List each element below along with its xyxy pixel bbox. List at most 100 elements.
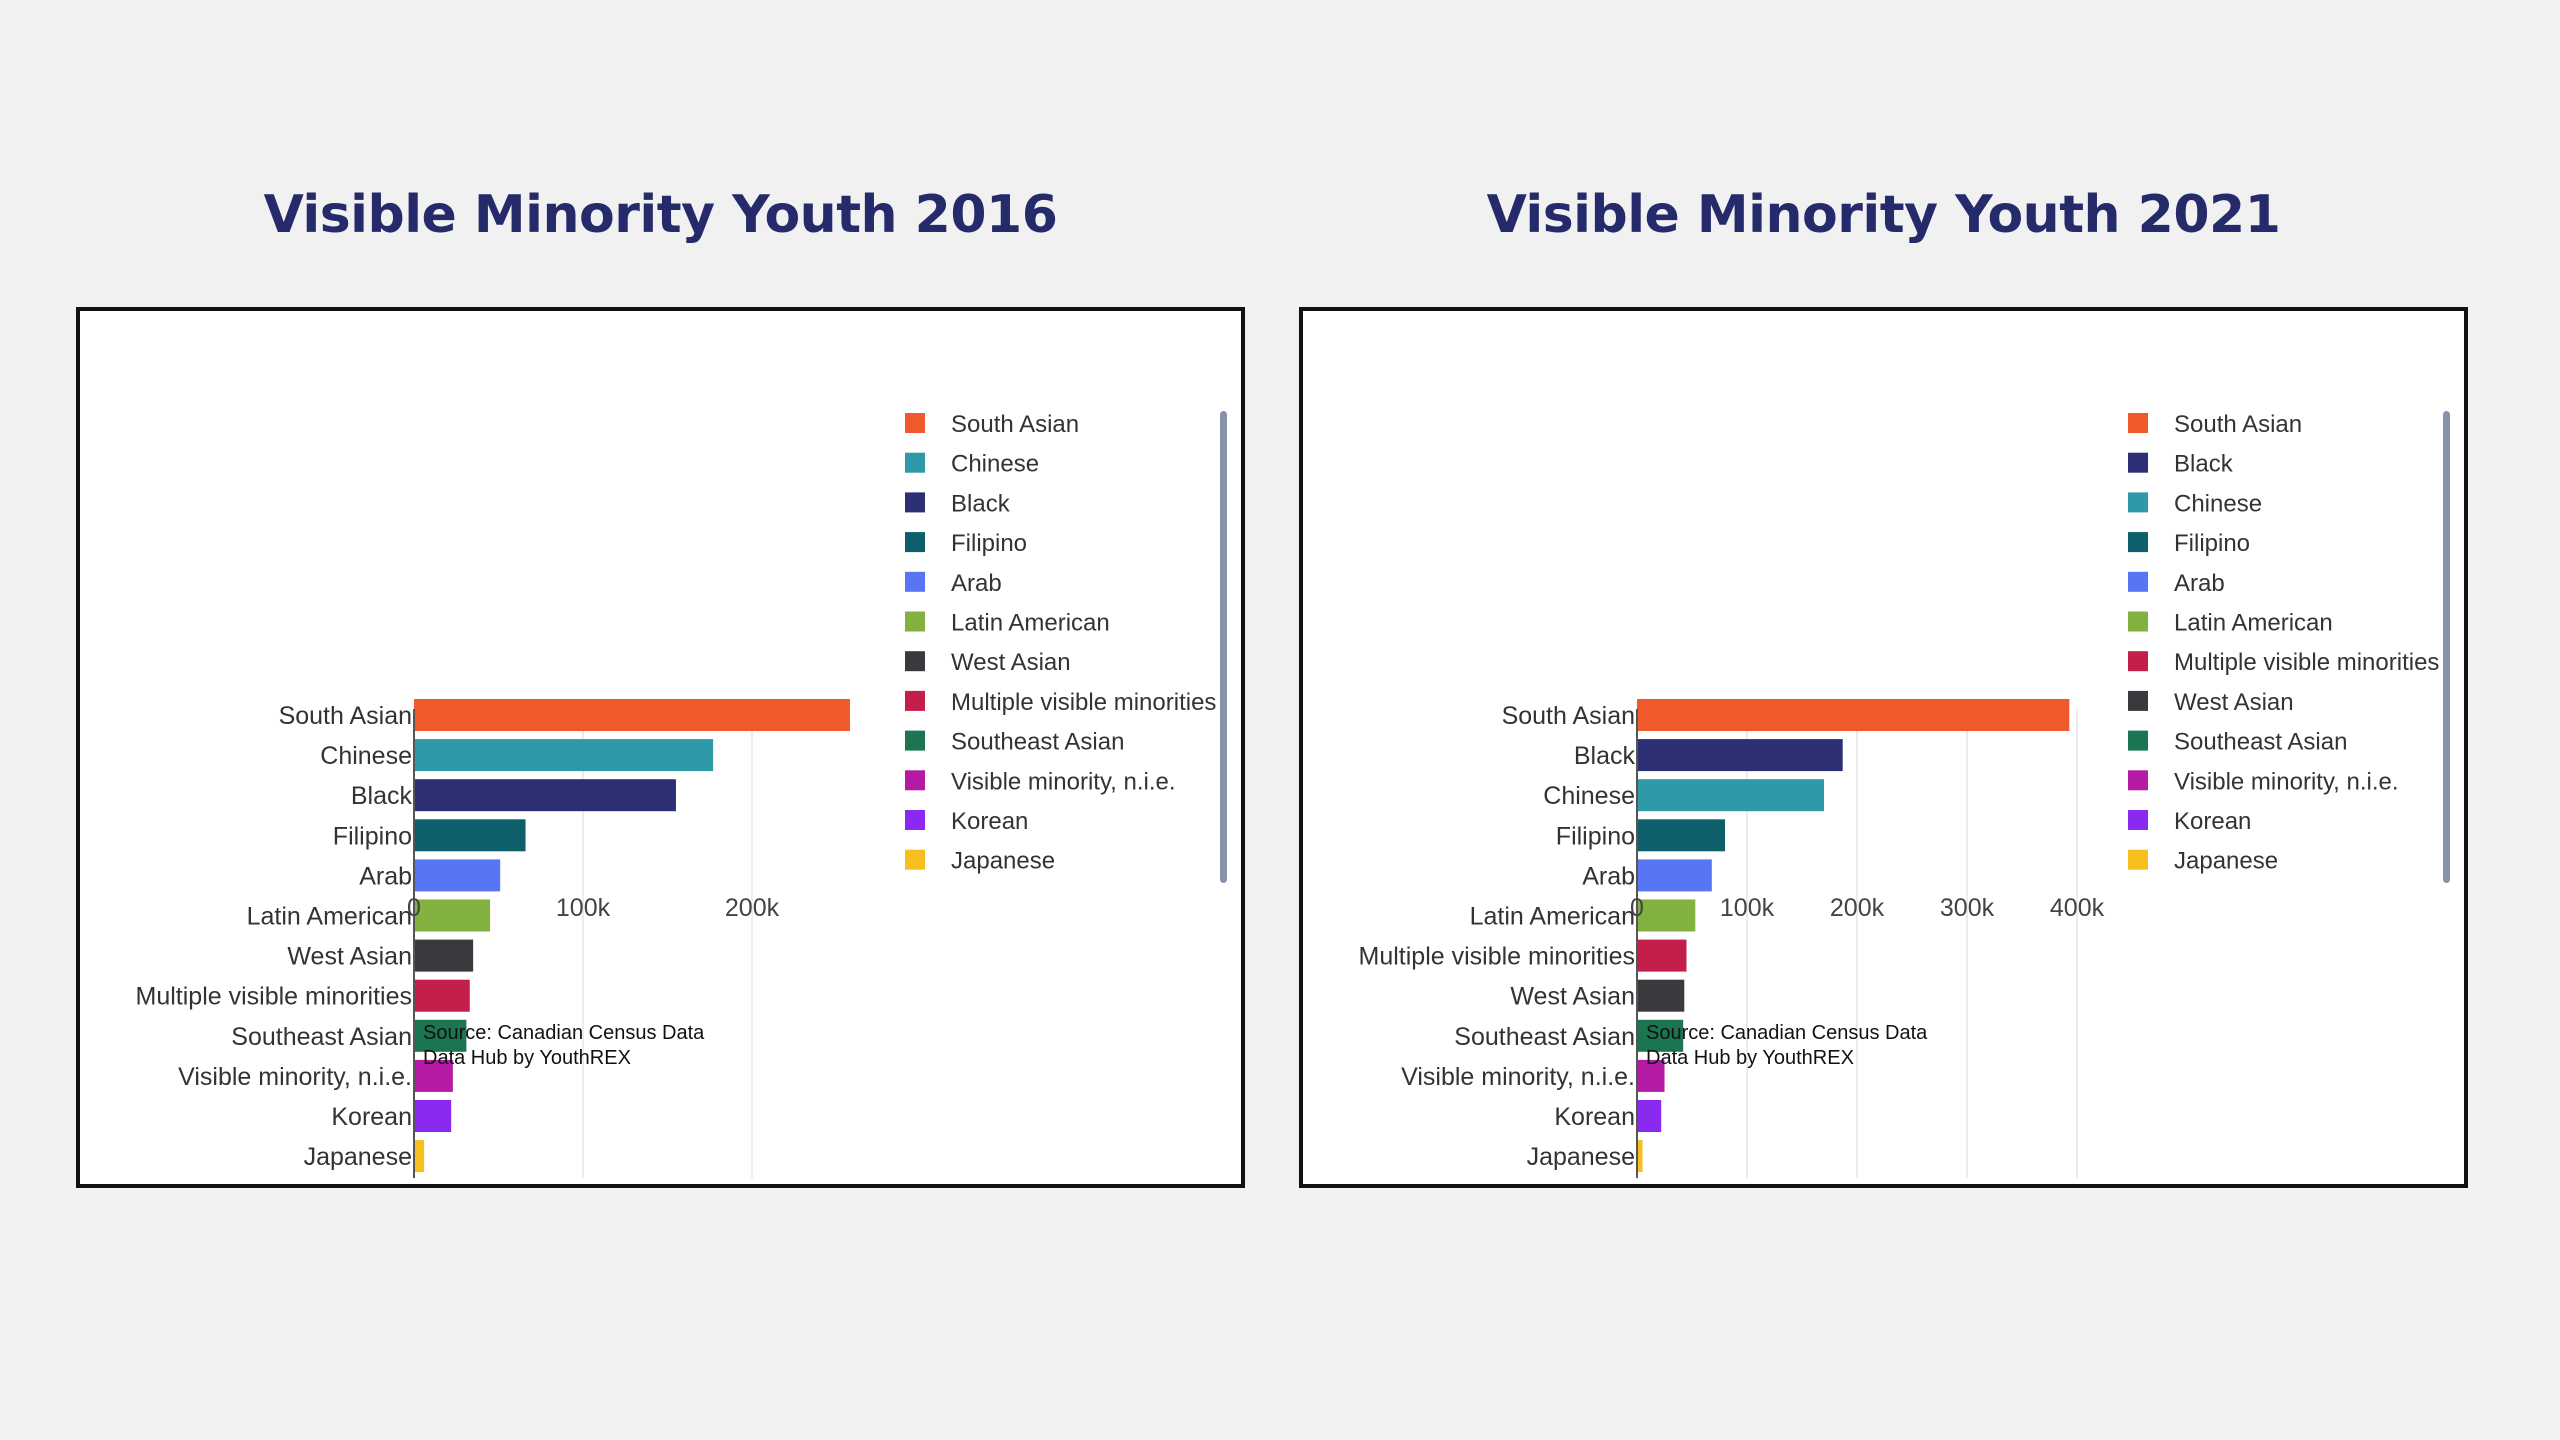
- bar-latin-american: [1637, 899, 1696, 932]
- legend-scrollbar: [2443, 411, 2450, 883]
- legend-swatch-black: [905, 492, 925, 513]
- chart-panel-2021: South Asian Black Chinese Filipino Arab Latin…: [1299, 307, 2468, 1188]
- legend-label: South Asian: [2174, 411, 2302, 438]
- bar-multiple-visible-minorities: [414, 979, 470, 1012]
- source-line-1: Source: Canadian Census Data: [423, 1022, 705, 1044]
- bar-south-asian: [414, 699, 851, 731]
- category-label: Visible minority, n.i.e.: [178, 1063, 412, 1091]
- legend-swatch-south-asian: [2128, 413, 2148, 433]
- legend-swatch-filipino: [905, 532, 925, 553]
- legend-label: Visible minority, n.i.e.: [2174, 768, 2399, 795]
- source-line-1: Source: Canadian Census Data: [1646, 1022, 1928, 1044]
- source-line-2: Data Hub by YouthREX: [1646, 1047, 1854, 1069]
- legend-label: Visible minority, n.i.e.: [951, 768, 1176, 795]
- legend-label: Southeast Asian: [951, 729, 1124, 756]
- bar-black: [1637, 739, 1843, 772]
- legend-swatch-black: [2128, 452, 2148, 473]
- legend-label: Japanese: [2174, 848, 2278, 875]
- category-label: Korean: [331, 1103, 412, 1131]
- x-tick-label: 100k: [556, 894, 611, 922]
- legend-swatch-multiple-visible-minorities: [905, 690, 925, 711]
- bar-korean: [414, 1100, 452, 1132]
- bar-visible-minority-n-i-e: [414, 1059, 453, 1092]
- category-label: West Asian: [287, 943, 412, 971]
- bar-visible-minority-n-i-e: [1637, 1059, 1665, 1092]
- bar-south-asian: [1637, 699, 2070, 731]
- bar-japanese: [1637, 1140, 1643, 1173]
- category-label: Arab: [359, 862, 412, 890]
- legend-label: West Asian: [2174, 689, 2294, 716]
- legend-swatch-west-asian: [905, 651, 925, 672]
- category-label: South Asian: [279, 702, 412, 730]
- legend-label: Multiple visible minorities: [2174, 649, 2439, 676]
- legend-label: Japanese: [951, 848, 1055, 875]
- bar-korean: [1637, 1100, 1662, 1132]
- category-label: Chinese: [320, 742, 412, 770]
- legend-swatch-visible-minority-n-i-e: [905, 770, 925, 791]
- bar-west-asian: [1637, 979, 1685, 1012]
- legend-label: Latin American: [2174, 610, 2333, 637]
- category-label: Chinese: [1543, 782, 1635, 810]
- legend-swatch-chinese: [2128, 492, 2148, 513]
- bar-black: [414, 779, 676, 812]
- bar-filipino: [1637, 819, 1725, 852]
- bar-chinese: [414, 739, 714, 772]
- legend-label: Black: [951, 490, 1011, 517]
- x-tick-label: 0: [1630, 894, 1644, 922]
- category-label: Latin American: [1470, 903, 1635, 931]
- legend-label: Black: [2174, 451, 2234, 478]
- source-note-2016: Source: Canadian Census Data Data Hub by…: [423, 1021, 704, 1071]
- legend-swatch-south-asian: [905, 413, 925, 433]
- legend-label: Filipino: [951, 530, 1027, 557]
- x-tick-label: 100k: [1720, 894, 1775, 922]
- legend-swatch-southeast-asian: [905, 730, 925, 751]
- legend-swatch-arab: [2128, 571, 2148, 592]
- legend-label: Korean: [2174, 808, 2251, 835]
- legend-label: Southeast Asian: [2174, 729, 2347, 756]
- category-label: Japanese: [304, 1143, 412, 1171]
- category-label: Filipino: [1556, 822, 1635, 850]
- x-tick-label: 200k: [725, 894, 780, 922]
- x-tick-label: 0: [407, 894, 421, 922]
- legend-swatch-multiple-visible-minorities: [2128, 651, 2148, 672]
- category-label: South Asian: [1502, 702, 1635, 730]
- legend-swatch-filipino: [2128, 532, 2148, 553]
- bar-filipino: [414, 819, 526, 852]
- chart-panel-2016: South Asian Chinese Black Filipino Arab Latin…: [76, 307, 1245, 1188]
- legend-swatch-japanese: [905, 849, 925, 870]
- bar-arab: [1637, 859, 1712, 892]
- legend-swatch-korean: [2128, 810, 2148, 830]
- chart-title-2021: Visible Minority Youth 2021: [1486, 185, 2281, 245]
- bar-japanese: [414, 1140, 425, 1173]
- source-note-2021: Source: Canadian Census Data Data Hub by…: [1646, 1021, 1927, 1071]
- category-label: West Asian: [1510, 983, 1635, 1011]
- legend-label: Chinese: [951, 451, 1039, 478]
- legend-label: West Asian: [951, 649, 1071, 676]
- chart-title-2016: Visible Minority Youth 2016: [263, 185, 1058, 245]
- legend-swatch-latin-american: [2128, 611, 2148, 632]
- category-label: Latin American: [247, 903, 412, 931]
- bar-chart-2016: South Asian Chinese Black Filipino Arab Latin…: [136, 411, 1227, 1179]
- legend-swatch-arab: [905, 571, 925, 592]
- category-label: Arab: [1582, 862, 1635, 890]
- legend-label: Korean: [951, 808, 1028, 835]
- bar-chinese: [1637, 779, 1824, 812]
- legend-label: South Asian: [951, 411, 1079, 438]
- category-label: Black: [351, 782, 413, 810]
- legend-label: Chinese: [2174, 490, 2262, 517]
- category-label: Southeast Asian: [1454, 1023, 1635, 1051]
- category-label: Korean: [1554, 1103, 1635, 1131]
- source-line-2: Data Hub by YouthREX: [423, 1047, 631, 1069]
- bar-southeast-asian: [414, 1019, 467, 1052]
- category-label: Multiple visible minorities: [1359, 943, 1635, 971]
- legend-label: Arab: [951, 570, 1002, 597]
- x-tick-label: 300k: [1940, 894, 1995, 922]
- bar-multiple-visible-minorities: [1637, 939, 1687, 972]
- bar-arab: [414, 859, 501, 892]
- legend-label: Filipino: [2174, 530, 2250, 557]
- category-label: Black: [1574, 742, 1636, 770]
- bar-latin-american: [414, 899, 491, 932]
- x-tick-label: 400k: [2050, 894, 2105, 922]
- legend-label: Arab: [2174, 570, 2225, 597]
- legend-label: Latin American: [951, 610, 1110, 637]
